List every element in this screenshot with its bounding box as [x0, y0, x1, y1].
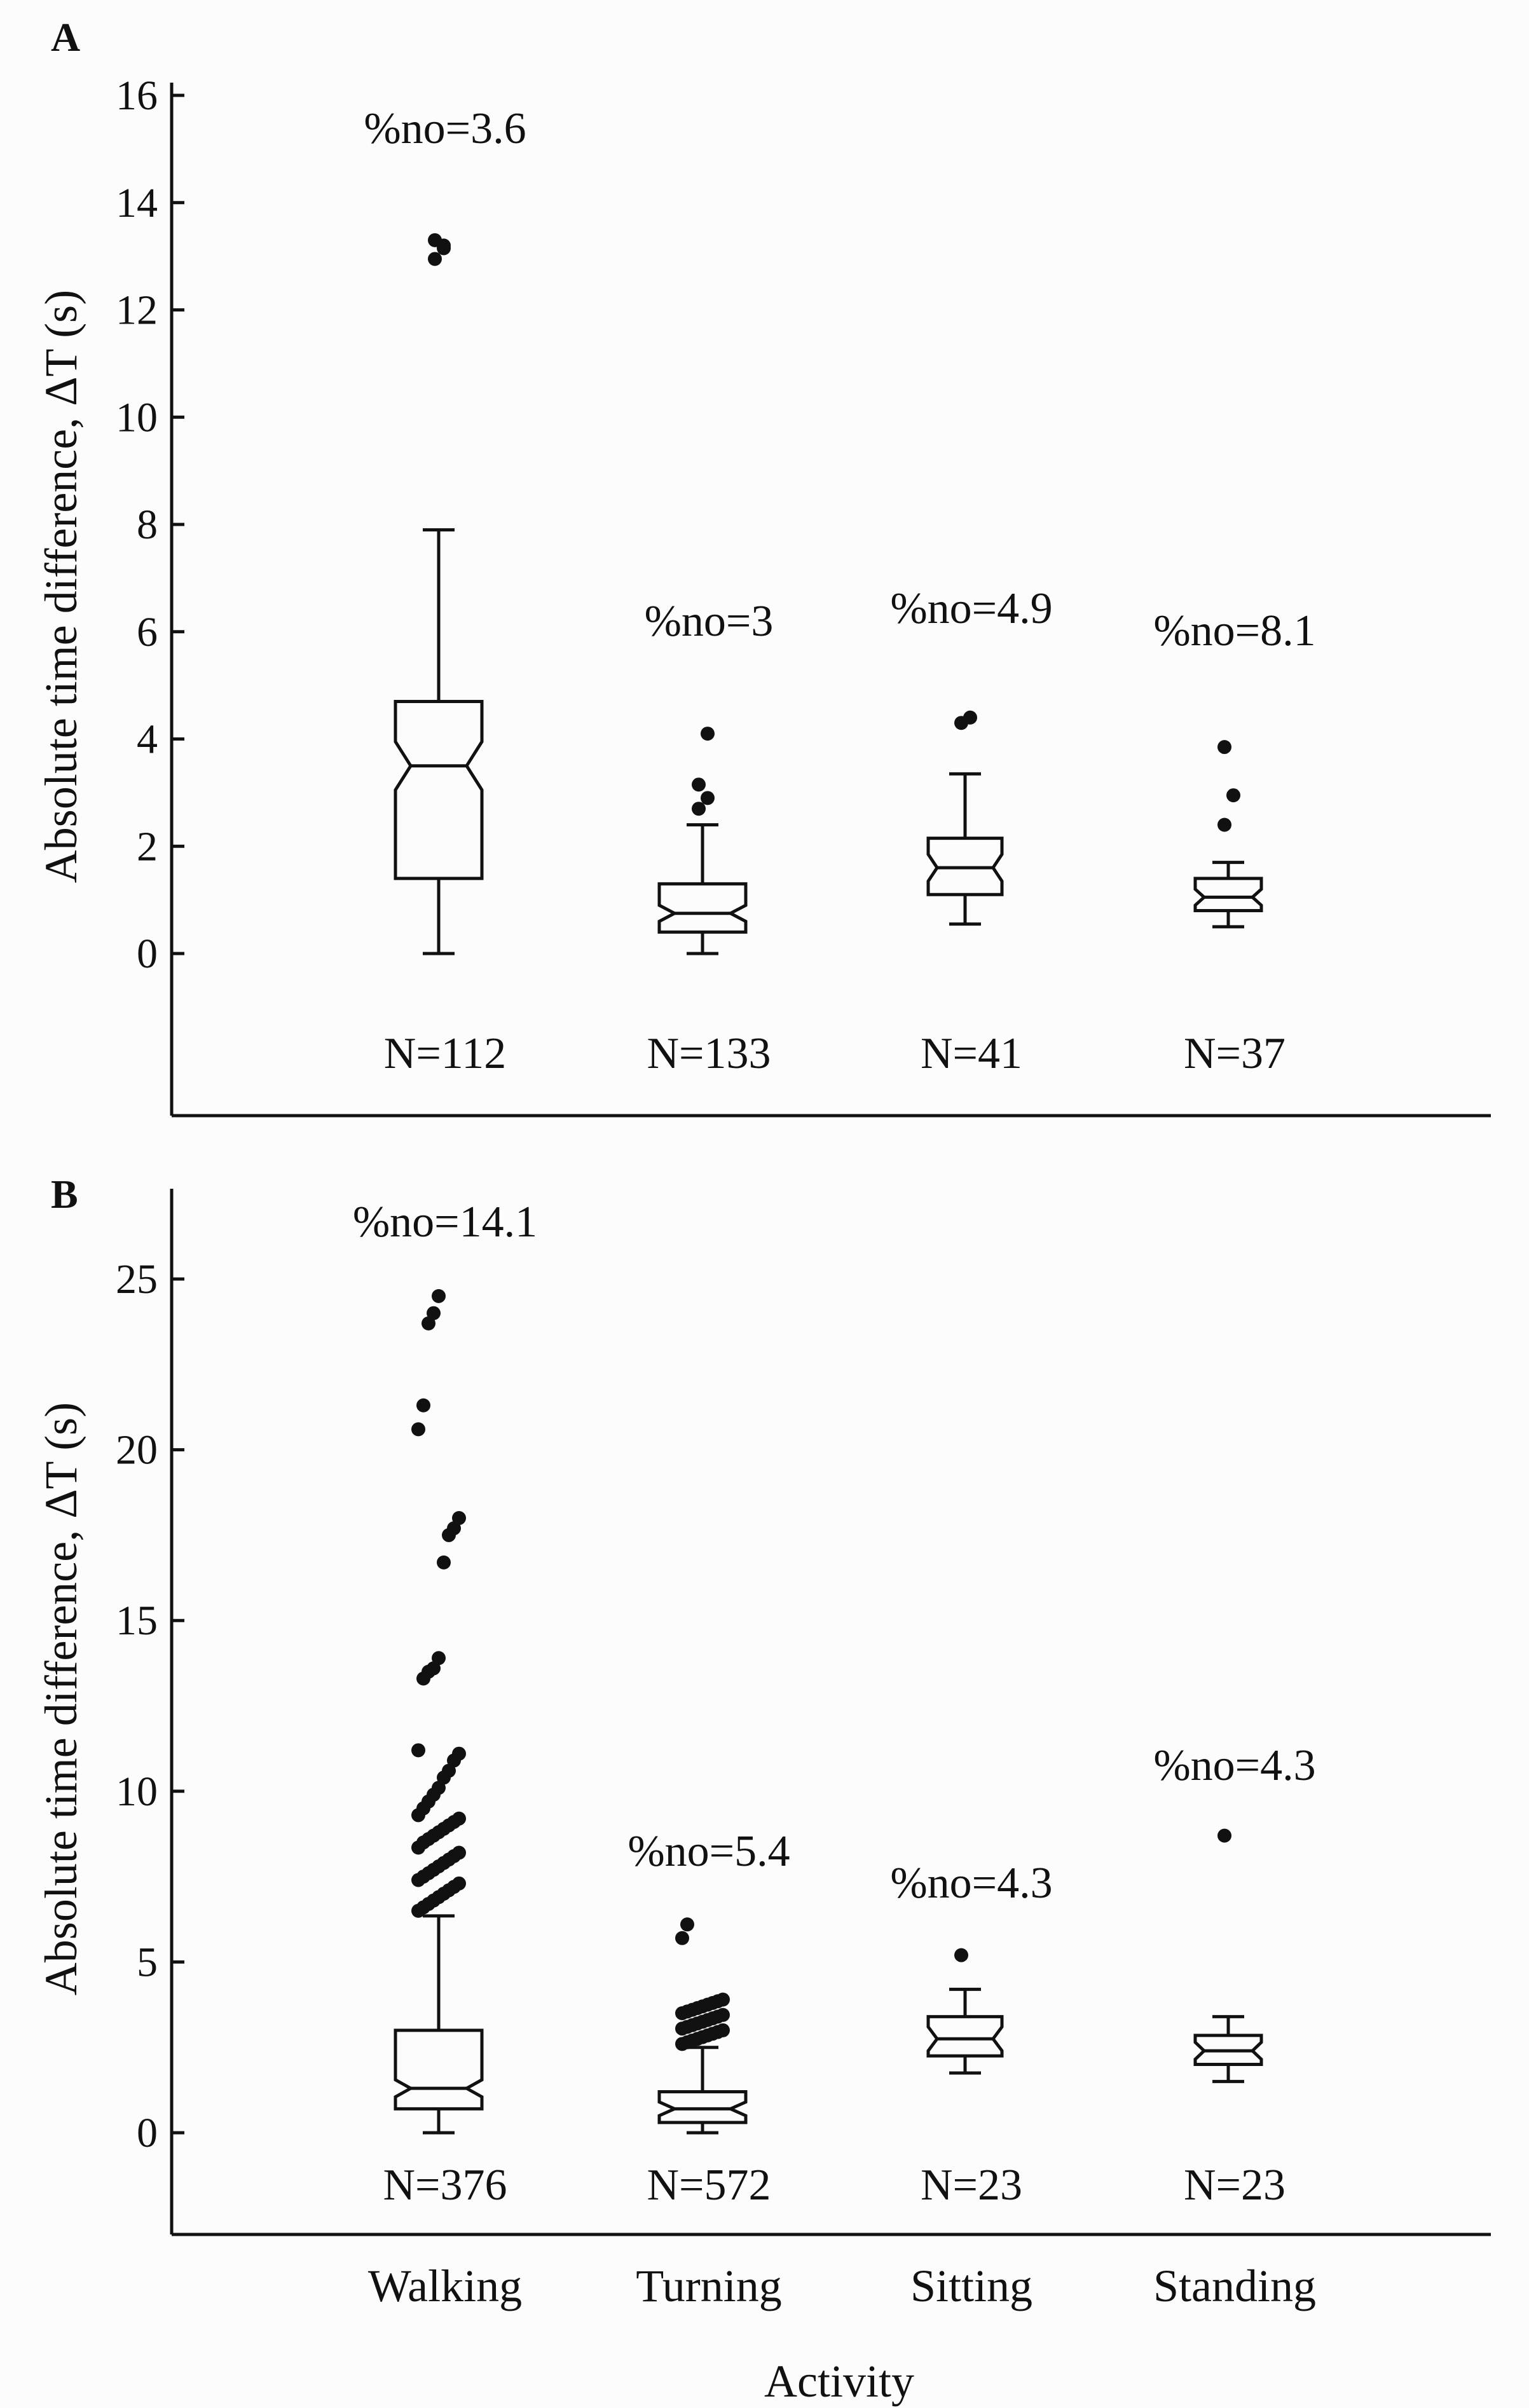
y-tick-label: 25 — [116, 1256, 158, 1303]
y-tick-label: 5 — [137, 1939, 158, 1985]
outlier-point — [452, 1811, 466, 1826]
y-tick-label: 15 — [116, 1597, 158, 1644]
outlier-point — [692, 777, 706, 792]
y-tick-label: 2 — [137, 823, 158, 870]
box-sitting: %no=4.9 N=41 — [890, 584, 1052, 1078]
box-standing: %no=8.1 N=37 — [1153, 606, 1315, 1078]
y-tick-label: 6 — [137, 609, 158, 655]
y-axis-title: Absolute time difference, ΔT (s) — [36, 290, 86, 883]
y-tick-label: 10 — [116, 394, 158, 441]
outlier-point — [411, 1743, 425, 1758]
outlier-point — [428, 252, 442, 266]
box-turning: %no=3 N=133 — [645, 597, 774, 1078]
outlier-point — [452, 1511, 466, 1526]
outlier-point — [692, 802, 706, 816]
pct-no-label: %no=8.1 — [1153, 606, 1315, 655]
n-label: N=572 — [647, 2161, 771, 2210]
y-tick-label: 16 — [116, 72, 158, 119]
outlier-point — [1217, 740, 1231, 755]
y-tick-label: 8 — [137, 502, 158, 548]
x-axis-title: Activity — [764, 2356, 914, 2407]
n-label: N=376 — [383, 2161, 507, 2210]
pct-no-label: %no=3.6 — [364, 104, 526, 153]
outlier-point — [675, 1931, 689, 1945]
box-body — [1193, 2034, 1263, 2067]
box-body — [1193, 877, 1263, 912]
outlier-point — [1226, 788, 1240, 803]
outlier-point — [411, 1422, 425, 1437]
y-tick-label: 14 — [116, 180, 158, 226]
x-category-label: Walking — [368, 2261, 522, 2311]
x-category-label: Sitting — [910, 2261, 1032, 2311]
outlier-point — [701, 727, 715, 741]
pct-no-label: %no=3 — [645, 597, 774, 646]
y-tick-label: 20 — [116, 1427, 158, 1474]
box-body — [657, 882, 748, 934]
box-walking: %no=3.6 N=112 — [364, 104, 526, 1078]
pct-no-label: %no=5.4 — [627, 1827, 790, 1876]
outlier-point — [716, 2008, 730, 2022]
x-category-label: Standing — [1153, 2261, 1316, 2311]
y-tick-label: 4 — [137, 716, 158, 763]
y-tick-label: 12 — [116, 287, 158, 334]
box-walking: %no=14.1 N=376 — [353, 1198, 537, 2210]
box-body — [926, 2015, 1004, 2058]
outlier-point — [716, 2023, 730, 2037]
outlier-point — [680, 1917, 694, 1932]
outlier-point — [716, 1992, 730, 2007]
panel-letter: A — [51, 15, 80, 60]
x-axis-categories: Walking Turning Sitting Standing — [368, 2261, 1316, 2311]
outlier-point — [701, 791, 715, 805]
outlier-point — [437, 238, 451, 253]
box-turning: %no=5.4 N=572 — [627, 1827, 790, 2210]
outlier-point — [452, 1845, 466, 1860]
pct-no-label: %no=14.1 — [353, 1198, 537, 1247]
n-label: N=41 — [921, 1029, 1022, 1078]
outlier-point — [427, 1306, 441, 1320]
outlier-point — [452, 1876, 466, 1891]
y-tick-label: 0 — [137, 931, 158, 977]
box-body — [394, 2028, 484, 2110]
x-category-label: Turning — [636, 2261, 781, 2311]
box-sitting: %no=4.3 N=23 — [890, 1859, 1052, 2210]
y-tick-label: 10 — [116, 1768, 158, 1815]
outlier-point — [437, 1555, 451, 1570]
panel-letter: B — [51, 1172, 78, 1217]
n-label: N=23 — [921, 2161, 1022, 2210]
y-tick-label: 0 — [137, 2110, 158, 2156]
outlier-point — [954, 1948, 968, 1962]
outlier-point — [416, 1398, 430, 1413]
outlier-point — [432, 1289, 446, 1303]
pct-no-label: %no=4.3 — [890, 1859, 1052, 1908]
box-standing: %no=4.3 N=23 — [1153, 1741, 1315, 2210]
box-body — [657, 2090, 748, 2124]
n-label: N=112 — [384, 1029, 506, 1078]
n-label: N=23 — [1184, 2161, 1286, 2210]
panel-b: B 0 5 10 15 20 25 Absolute time difference, ΔT … — [36, 1172, 1491, 2236]
outlier-point — [1217, 817, 1231, 832]
outlier-point — [1217, 1828, 1231, 1843]
panel-a: A 0 2 4 6 8 10 12 14 16 Absolute time difference, … — [36, 15, 1491, 1118]
n-label: N=133 — [647, 1029, 771, 1078]
pct-no-label: %no=4.9 — [890, 584, 1052, 633]
box-body — [926, 837, 1004, 896]
box-body — [394, 699, 484, 880]
outlier-point — [963, 710, 977, 725]
y-axis-title: Absolute time difference, ΔT (s) — [36, 1402, 86, 1995]
pct-no-label: %no=4.3 — [1153, 1741, 1315, 1790]
outlier-point — [452, 1746, 466, 1761]
outlier-point — [432, 1651, 446, 1666]
n-label: N=37 — [1184, 1029, 1286, 1078]
